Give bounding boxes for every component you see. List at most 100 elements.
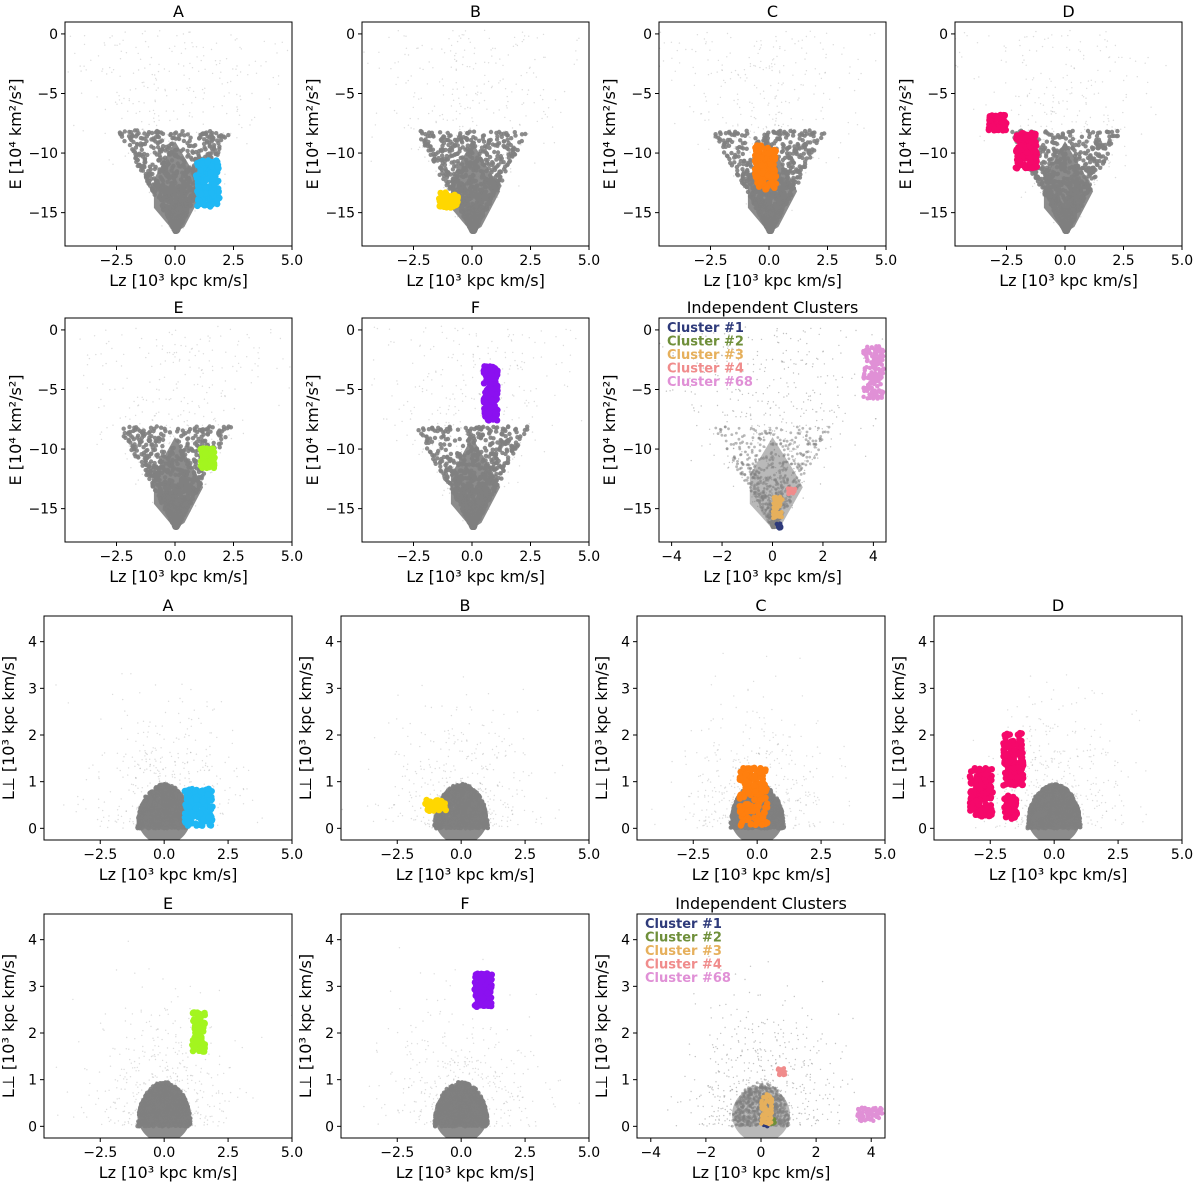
background-star bbox=[143, 102, 145, 104]
background-star bbox=[1124, 145, 1126, 148]
background-star bbox=[435, 158, 440, 163]
background-star bbox=[148, 123, 150, 126]
background-star bbox=[721, 64, 723, 66]
background-star bbox=[739, 106, 741, 109]
background-star bbox=[512, 130, 517, 135]
background-star bbox=[1024, 36, 1026, 38]
background-star bbox=[441, 48, 443, 50]
background-star bbox=[149, 130, 155, 136]
background-star bbox=[1039, 103, 1042, 105]
background-star bbox=[164, 144, 169, 150]
background-star bbox=[543, 142, 545, 144]
background-star bbox=[450, 105, 453, 107]
background-star bbox=[496, 129, 502, 135]
background-star bbox=[90, 80, 92, 82]
background-star bbox=[1020, 196, 1023, 198]
background-star bbox=[498, 109, 500, 111]
background-star bbox=[721, 150, 727, 155]
background-star bbox=[476, 85, 478, 87]
background-star bbox=[140, 154, 146, 159]
background-star bbox=[249, 124, 251, 126]
background-star bbox=[678, 62, 681, 64]
background-star bbox=[487, 154, 493, 160]
background-star bbox=[221, 83, 223, 85]
background-star bbox=[513, 133, 518, 138]
background-star bbox=[455, 52, 457, 55]
background-star bbox=[1108, 120, 1110, 122]
background-star bbox=[791, 209, 793, 212]
background-star bbox=[719, 96, 722, 99]
background-star bbox=[446, 119, 448, 121]
background-star bbox=[371, 45, 372, 46]
background-star bbox=[73, 124, 75, 127]
background-star bbox=[222, 132, 225, 134]
cluster-point bbox=[207, 169, 214, 177]
cluster-point bbox=[759, 170, 766, 177]
background-star bbox=[527, 133, 529, 135]
background-star bbox=[849, 66, 851, 68]
background-star bbox=[195, 46, 198, 48]
background-star bbox=[504, 116, 506, 119]
background-star bbox=[819, 42, 822, 44]
background-star bbox=[1050, 120, 1052, 123]
background-star bbox=[149, 176, 154, 181]
background-star bbox=[521, 103, 523, 106]
background-star bbox=[140, 166, 145, 171]
background-star bbox=[734, 69, 737, 72]
background-star bbox=[122, 138, 127, 144]
background-star bbox=[810, 147, 815, 152]
background-star bbox=[1193, 49, 1194, 50]
x-tick-label: 0.0 bbox=[461, 253, 483, 269]
background-star bbox=[1068, 49, 1071, 51]
background-star bbox=[469, 127, 471, 129]
background-star bbox=[708, 119, 710, 121]
background-star bbox=[188, 135, 193, 140]
background-star bbox=[277, 83, 280, 86]
background-star bbox=[797, 164, 802, 169]
background-star bbox=[455, 69, 457, 72]
background-star bbox=[809, 30, 811, 32]
cluster-point bbox=[770, 165, 777, 172]
background-star bbox=[663, 42, 665, 44]
background-star bbox=[168, 140, 170, 142]
background-star bbox=[455, 60, 457, 62]
background-star bbox=[146, 168, 151, 174]
background-star bbox=[748, 162, 753, 167]
background-star bbox=[539, 94, 542, 97]
background-star bbox=[772, 118, 774, 120]
background-star bbox=[170, 136, 175, 141]
background-star bbox=[1053, 130, 1055, 133]
background-star bbox=[128, 98, 130, 100]
cluster-point bbox=[213, 197, 221, 204]
background-star bbox=[1038, 97, 1040, 99]
background-star bbox=[281, 41, 283, 43]
background-star bbox=[784, 49, 786, 52]
background-star bbox=[1035, 50, 1038, 52]
background-star bbox=[494, 47, 496, 50]
background-star bbox=[1044, 38, 1046, 40]
y-tick-label: −5 bbox=[334, 86, 355, 102]
background-star bbox=[230, 80, 232, 83]
background-star bbox=[511, 127, 514, 129]
background-star bbox=[448, 145, 454, 151]
background-star bbox=[1108, 166, 1110, 168]
background-star bbox=[431, 48, 433, 50]
background-star bbox=[475, 62, 477, 65]
background-star bbox=[154, 100, 156, 103]
background-star bbox=[136, 131, 141, 136]
background-star bbox=[576, 39, 578, 41]
background-star bbox=[705, 43, 707, 45]
background-star bbox=[788, 128, 793, 134]
background-star bbox=[708, 111, 710, 113]
background-star bbox=[145, 163, 148, 166]
background-star bbox=[861, 52, 862, 53]
background-star bbox=[576, 59, 578, 61]
background-star bbox=[526, 93, 529, 96]
background-star bbox=[512, 45, 515, 47]
background-star bbox=[1080, 216, 1082, 218]
background-star bbox=[452, 159, 457, 164]
plot-area bbox=[67, 30, 372, 234]
background-star bbox=[405, 47, 408, 49]
background-star bbox=[1071, 121, 1073, 123]
background-star bbox=[168, 131, 174, 137]
